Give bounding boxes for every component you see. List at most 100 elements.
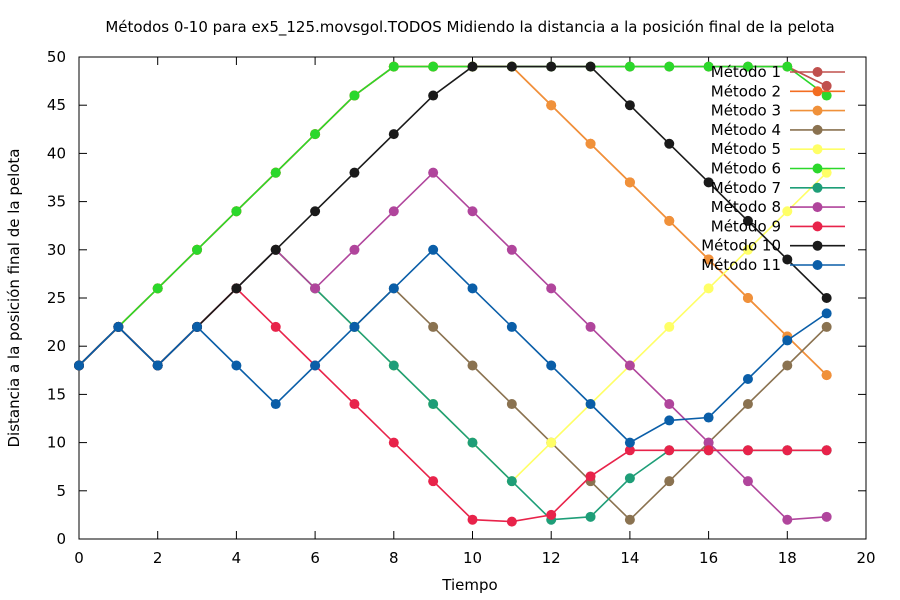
data-point <box>821 370 832 381</box>
data-point <box>585 471 596 482</box>
data-point <box>546 283 557 294</box>
data-point <box>428 61 439 72</box>
data-point <box>192 244 203 255</box>
legend-entry: Método 2 <box>711 82 845 100</box>
legend-entry: Método 10 <box>701 237 845 255</box>
data-point <box>388 129 399 140</box>
legend-label: Método 7 <box>711 179 781 197</box>
y-axis-label: Distancia a la posición final de la pelo… <box>5 148 23 447</box>
data-point <box>506 476 517 487</box>
series-11 <box>74 244 832 448</box>
data-point <box>742 61 753 72</box>
y-tick-label: 30 <box>47 241 66 259</box>
legend-entry: Método 3 <box>711 102 845 120</box>
data-point <box>467 514 478 525</box>
data-point <box>782 61 793 72</box>
data-point <box>192 321 203 332</box>
data-point <box>388 437 399 448</box>
data-point <box>585 138 596 149</box>
data-point <box>782 445 793 456</box>
legend-label: Método 11 <box>701 256 781 274</box>
data-point <box>624 177 635 188</box>
x-tick-label: 12 <box>542 549 561 567</box>
series-layer <box>74 61 832 527</box>
data-point <box>467 61 478 72</box>
data-point <box>664 476 675 487</box>
y-tick-label: 10 <box>47 434 66 452</box>
data-point <box>467 206 478 217</box>
data-point <box>349 399 360 410</box>
data-point <box>428 90 439 101</box>
x-tick-label: 0 <box>74 549 84 567</box>
data-point <box>742 293 753 303</box>
data-point <box>782 514 793 525</box>
y-tick-label: 45 <box>47 96 66 114</box>
axes: 0 2 4 6 8 10 12 14 16 18 20 0 5 10 15 20 25 30 35 40 45 50 <box>47 48 876 567</box>
data-point <box>624 445 635 456</box>
x-tick-label: 20 <box>856 549 875 567</box>
legend-entry: Método 5 <box>711 140 845 158</box>
legend-label: Método 4 <box>711 121 781 139</box>
legend-swatch-point <box>812 124 823 135</box>
data-point <box>821 308 832 319</box>
x-tick-label: 18 <box>778 549 797 567</box>
legend-swatch-point <box>812 182 823 193</box>
data-point <box>742 373 753 384</box>
data-point <box>782 360 793 371</box>
data-point <box>506 61 517 72</box>
legend-swatch-point <box>812 105 823 116</box>
data-point <box>664 321 675 332</box>
data-point <box>428 244 439 255</box>
data-point <box>349 321 360 332</box>
data-point <box>664 399 675 410</box>
data-point <box>664 61 675 72</box>
data-point <box>703 283 714 294</box>
data-point <box>270 244 281 255</box>
data-point <box>546 509 557 520</box>
data-point <box>428 321 439 332</box>
data-point <box>349 244 360 255</box>
series-line <box>78 65 828 367</box>
legend-swatch-point <box>812 163 823 174</box>
data-point <box>821 293 832 303</box>
legend-swatch-point <box>812 221 823 232</box>
y-tick-label: 5 <box>56 482 66 500</box>
data-point <box>742 215 753 226</box>
data-point <box>821 321 832 332</box>
data-point <box>624 100 635 111</box>
legend-entry: Método 9 <box>711 217 845 235</box>
data-point <box>585 61 596 72</box>
y-tick-label: 50 <box>47 48 66 66</box>
data-point <box>782 206 793 217</box>
y-tick-label: 0 <box>56 530 66 548</box>
chart-title: Métodos 0-10 para ex5_125.movsgol.TODOS … <box>105 18 834 37</box>
legend-label: Método 3 <box>711 102 781 120</box>
data-point <box>74 360 84 371</box>
legend-swatch-point <box>812 202 823 213</box>
data-point <box>388 360 399 371</box>
data-point <box>585 511 596 522</box>
series-line <box>78 248 828 521</box>
data-point <box>506 399 517 410</box>
data-point <box>624 514 635 525</box>
data-point <box>821 445 832 456</box>
data-point <box>467 437 478 448</box>
data-point <box>467 283 478 294</box>
data-point <box>742 445 753 456</box>
data-point <box>624 360 635 371</box>
data-point <box>388 206 399 217</box>
x-tick-label: 6 <box>310 549 320 567</box>
data-point <box>506 321 517 332</box>
data-point <box>782 335 793 346</box>
data-point <box>349 90 360 101</box>
data-point <box>152 283 163 294</box>
data-point <box>703 61 714 72</box>
data-point <box>546 61 557 72</box>
data-point <box>231 206 242 217</box>
series-line <box>78 287 827 523</box>
data-point <box>310 206 321 217</box>
legend-entry: Método 7 <box>711 179 845 197</box>
legend-label: Método 6 <box>711 160 781 178</box>
data-point <box>270 321 281 332</box>
data-point <box>310 283 321 294</box>
